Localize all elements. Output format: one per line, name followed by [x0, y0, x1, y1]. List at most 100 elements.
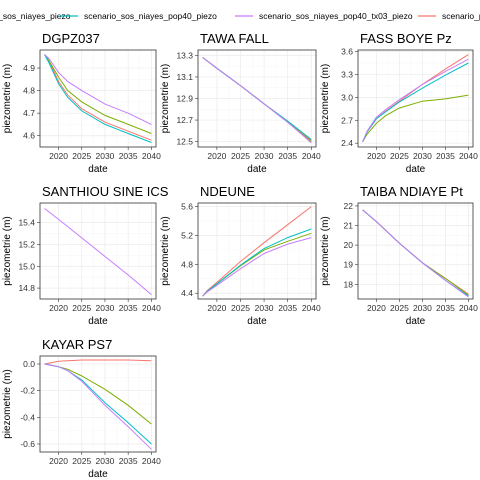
- y-axis-label: piezometrie (m): [160, 216, 171, 285]
- x-tick-label: 2025: [231, 151, 250, 161]
- legend-label: scenario_sos_niayes_piezo: [0, 11, 71, 21]
- x-tick-label: 2040: [459, 303, 478, 313]
- y-tick-label: -0.4: [20, 412, 35, 422]
- series-line: [44, 363, 152, 425]
- series-line: [44, 54, 152, 125]
- y-tick-label: 4.6: [23, 131, 35, 141]
- y-tick-label: 2.4: [341, 138, 353, 148]
- y-tick-label: 12.9: [176, 94, 193, 104]
- x-tick-label: 2030: [255, 151, 274, 161]
- chart-panel: 2020 2025 2030 2035 2040 0.0 -0.2 -0.4 -0.6 KAYAR…: [2, 337, 161, 480]
- series-line: [44, 363, 152, 450]
- x-tick-label: 2040: [302, 151, 321, 161]
- y-tick-label: 13.1: [176, 72, 193, 82]
- y-tick-label: 18: [344, 279, 354, 289]
- y-tick-label: 20: [344, 240, 354, 250]
- y-tick-label: 5.2: [181, 230, 193, 240]
- series-line: [44, 54, 152, 143]
- y-tick-label: 14.8: [18, 283, 35, 293]
- x-tick-label: 2025: [72, 151, 91, 161]
- panel-title: NDEUNE: [200, 184, 255, 199]
- y-axis-label: piezometrie (m): [320, 64, 331, 133]
- y-tick-label: 4.9: [23, 63, 35, 73]
- legend: scenario_sos_niayes_piezo scenario_sos_ni…: [0, 11, 480, 21]
- x-tick-label: 2030: [95, 303, 114, 313]
- series-line: [44, 208, 152, 295]
- y-tick-label: 4.4: [181, 288, 193, 298]
- x-tick-label: 2040: [142, 151, 161, 161]
- panel-title: FASS BOYE Pz: [360, 31, 452, 46]
- y-tick-label: 3.0: [341, 92, 353, 102]
- panel-title: SANTHIOU SINE ICS: [42, 184, 169, 199]
- y-axis-label: piezometrie (m): [2, 216, 13, 285]
- x-tick-label: 2040: [459, 151, 478, 161]
- chart-panel: 2020 2025 2030 2035 2040 12.5 12.7 12.9 13.1 13.3…: [160, 31, 321, 175]
- x-axis-label: date: [247, 316, 267, 327]
- x-tick-label: 2020: [49, 151, 68, 161]
- panel-title: TAIBA NDIAYE Pt: [360, 184, 463, 199]
- x-tick-label: 2020: [207, 151, 226, 161]
- y-tick-label: 21: [344, 221, 354, 231]
- legend-label: scenario_sos_niayes_pop40_tx03_piezo: [259, 11, 413, 21]
- x-tick-label: 2030: [413, 151, 432, 161]
- y-axis-label: piezometrie (m): [2, 64, 13, 133]
- chart-panel: 2020 2025 2030 2035 2040 4.4 4.8 5.2 5.6 NDEUNE da…: [160, 184, 321, 327]
- legend-label: scenario_piezo: [442, 11, 480, 21]
- x-axis-label: date: [247, 164, 267, 175]
- series-line: [44, 54, 152, 134]
- y-tick-label: 2.7: [341, 115, 353, 125]
- x-tick-label: 2025: [231, 303, 250, 313]
- x-tick-label: 2035: [119, 456, 138, 466]
- y-tick-label: 13.3: [176, 50, 193, 60]
- y-tick-label: 15.0: [18, 261, 35, 271]
- y-tick-label: 3.3: [341, 69, 353, 79]
- series-line: [362, 58, 469, 142]
- x-tick-label: 2020: [367, 303, 386, 313]
- x-tick-label: 2020: [49, 303, 68, 313]
- y-tick-label: 19: [344, 260, 354, 270]
- y-tick-label: 12.5: [176, 137, 193, 147]
- panel-border: [39, 49, 157, 148]
- x-tick-label: 2035: [436, 151, 455, 161]
- chart-panel: 2020 2025 2030 2035 2040 18 19 20 21 22 TAIBA NDIA…: [320, 184, 478, 327]
- panel-title: DGPZ037: [42, 31, 100, 46]
- x-tick-label: 2020: [367, 151, 386, 161]
- x-tick-label: 2030: [95, 456, 114, 466]
- panel-title: TAWA FALL: [200, 31, 269, 46]
- y-axis-label: piezometrie (m): [160, 64, 171, 133]
- chart-panel: 2020 2025 2030 2035 2040 14.8 15.0 15.2 15.4 SANT…: [2, 184, 169, 327]
- x-axis-label: date: [88, 469, 108, 480]
- y-axis-label: piezometrie (m): [320, 216, 331, 285]
- x-tick-label: 2035: [278, 151, 297, 161]
- x-tick-label: 2035: [119, 303, 138, 313]
- panel-border: [357, 49, 474, 148]
- legend-item: scenario_sos_niayes_pop40_piezo: [60, 11, 217, 21]
- y-tick-label: -0.6: [20, 439, 35, 449]
- x-tick-label: 2025: [72, 303, 91, 313]
- x-tick-label: 2030: [413, 303, 432, 313]
- y-tick-label: 15.2: [18, 239, 35, 249]
- panel-title: KAYAR PS7: [42, 337, 112, 352]
- panels: 2020 2025 2030 2035 2040 4.6 4.7 4.8 4.9 DGPZ037 d…: [2, 31, 478, 480]
- series-line: [362, 209, 469, 295]
- x-tick-label: 2020: [207, 303, 226, 313]
- series-line: [362, 94, 469, 142]
- chart-panel: 2020 2025 2030 2035 2040 2.4 2.7 3.0 3.3 3.6 FASS …: [320, 31, 478, 175]
- x-tick-label: 2035: [119, 151, 138, 161]
- y-tick-label: 15.4: [18, 218, 35, 228]
- x-tick-label: 2030: [255, 303, 274, 313]
- x-tick-label: 2040: [302, 303, 321, 313]
- legend-item: scenario_piezo: [418, 11, 480, 21]
- x-axis-label: date: [406, 164, 426, 175]
- panel-border: [39, 202, 157, 300]
- legend-label: scenario_sos_niayes_pop40_piezo: [84, 11, 217, 21]
- series-line: [202, 237, 312, 297]
- panel-border: [197, 202, 317, 300]
- series-line: [362, 209, 469, 296]
- y-tick-label: 22: [344, 201, 354, 211]
- x-tick-label: 2035: [436, 303, 455, 313]
- x-tick-label: 2025: [390, 303, 409, 313]
- x-tick-label: 2035: [278, 303, 297, 313]
- legend-item: scenario_sos_niayes_pop40_tx03_piezo: [235, 11, 413, 21]
